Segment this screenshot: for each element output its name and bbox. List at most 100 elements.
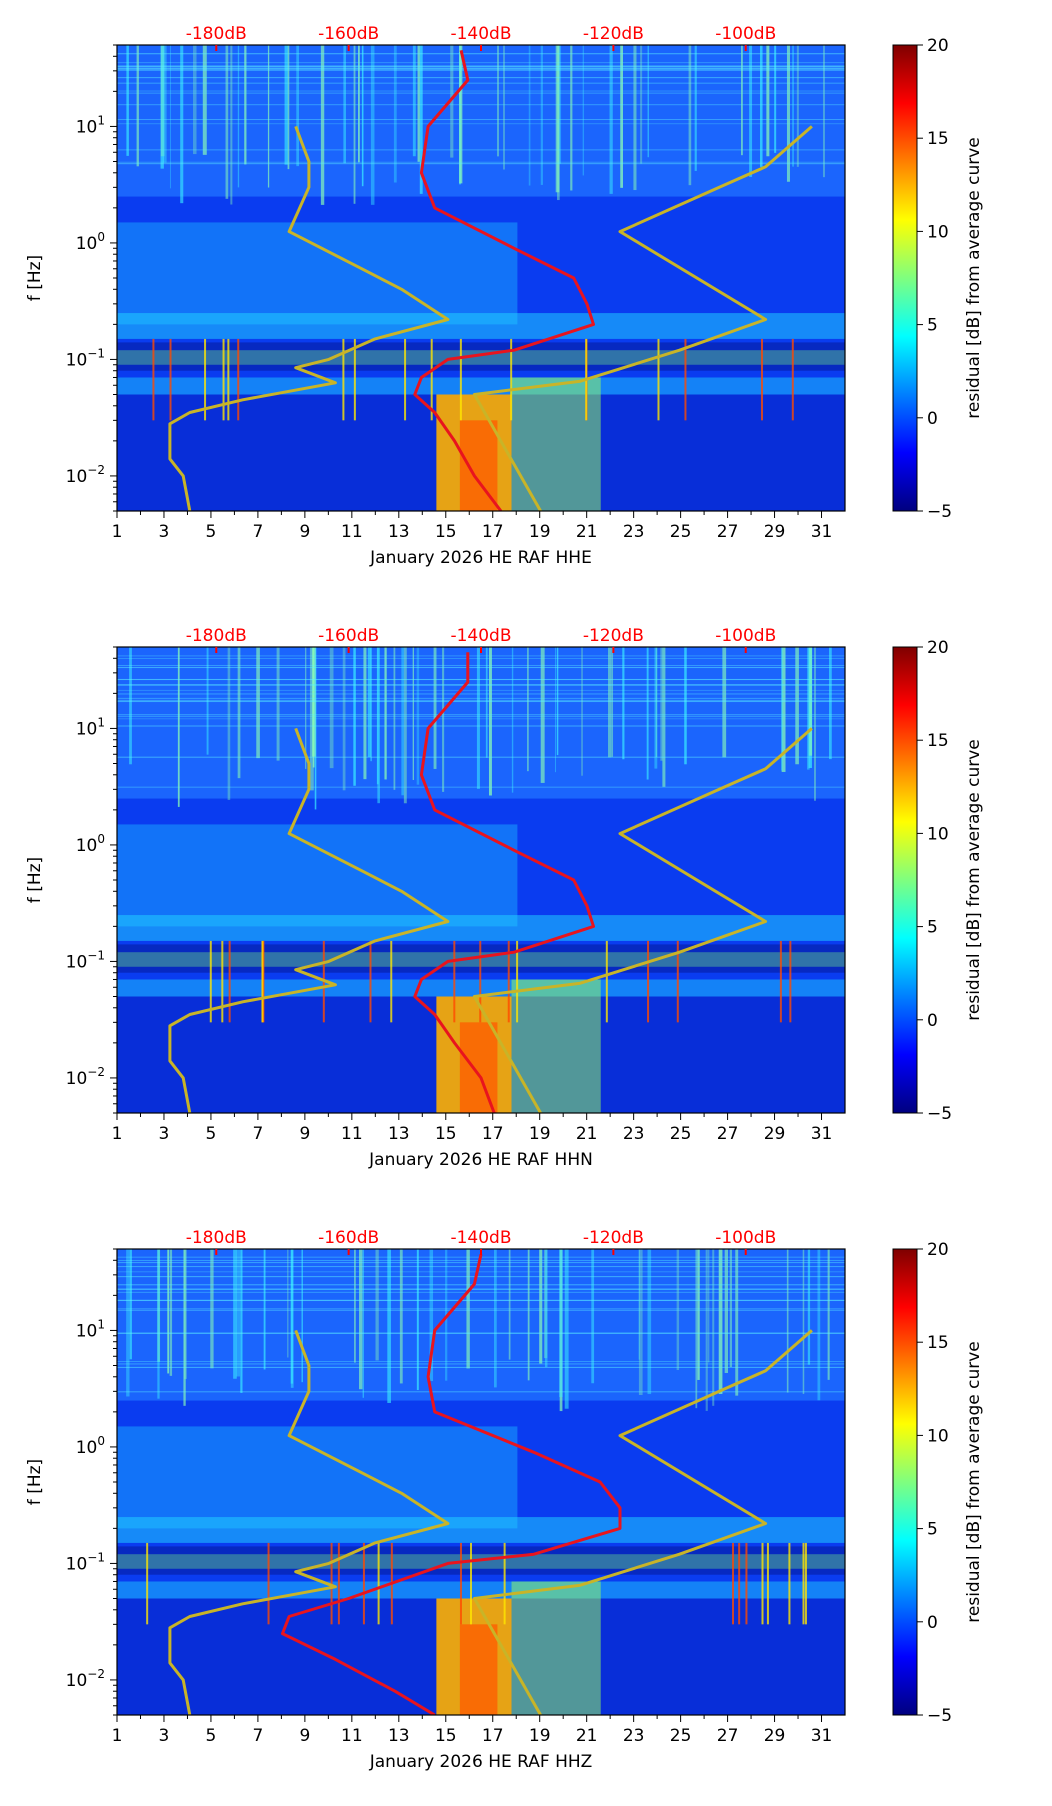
- db-label: -140dB: [450, 626, 511, 646]
- x-tick-label: 23: [623, 1726, 645, 1746]
- series-nlnm: [168, 1329, 450, 1715]
- db-label: -100dB: [715, 24, 776, 44]
- colorbar-tick-label: 0: [927, 409, 938, 429]
- db-label: -160dB: [318, 1228, 379, 1248]
- x-tick-label: 27: [717, 522, 739, 542]
- x-tick-label: 27: [717, 1726, 739, 1746]
- series-nlnm: [168, 125, 450, 511]
- colorbar-tick-label: 5: [927, 1520, 938, 1540]
- y-tick-label: 10−2: [66, 1065, 105, 1089]
- y-axis-label: f [Hz]: [25, 857, 45, 903]
- x-tick-label: 29: [764, 1124, 786, 1144]
- db-label: -140dB: [450, 24, 511, 44]
- x-axis-label: January 2026 HE RAF HHE: [369, 548, 592, 568]
- series-nlnm: [168, 727, 450, 1113]
- x-tick-label: 15: [435, 522, 457, 542]
- y-tick-label: 10−1: [66, 948, 105, 972]
- x-tick-label: 19: [529, 1726, 551, 1746]
- colorbar-tick-label: 5: [927, 316, 938, 336]
- colorbar-tick-label: 10: [927, 222, 949, 242]
- y-tick-label: 100: [76, 230, 105, 254]
- colorbar: [892, 44, 918, 512]
- heatmap-image: [117, 647, 845, 1113]
- x-tick-label: 3: [159, 1124, 170, 1144]
- y-axis-label: f [Hz]: [25, 1459, 45, 1505]
- x-tick-label: 29: [764, 1726, 786, 1746]
- y-tick-label: 101: [76, 113, 105, 137]
- colorbar-tick-label: −5: [927, 1706, 952, 1726]
- x-tick-label: 5: [206, 1726, 217, 1746]
- x-axis-label: January 2026 HE RAF HHZ: [369, 1752, 593, 1772]
- colorbar-tick-label: 15: [927, 1333, 949, 1353]
- colorbar-tick-label: 20: [927, 36, 949, 56]
- x-tick-label: 13: [388, 1124, 410, 1144]
- x-tick-label: 3: [159, 522, 170, 542]
- x-tick-label: 21: [576, 1726, 598, 1746]
- colorbar-tick-label: 10: [927, 824, 949, 844]
- colorbar-label: residual [dB] from average curve: [964, 739, 984, 1020]
- colorbar-tick-label: 15: [927, 731, 949, 751]
- x-tick-label: 17: [482, 522, 504, 542]
- db-label: -100dB: [715, 626, 776, 646]
- x-tick-label: 13: [388, 1726, 410, 1746]
- db-label: -180dB: [186, 1228, 247, 1248]
- x-tick-label: 7: [252, 1726, 263, 1746]
- x-tick-label: 17: [482, 1726, 504, 1746]
- x-tick-label: 15: [435, 1124, 457, 1144]
- x-tick-label: 9: [299, 1124, 310, 1144]
- colorbar-tick-label: −5: [927, 1104, 952, 1124]
- x-tick-label: 1: [112, 1726, 123, 1746]
- colorbar-tick-label: 0: [927, 1011, 938, 1031]
- series-nhnm: [472, 125, 813, 511]
- colorbar-label: residual [dB] from average curve: [964, 137, 984, 418]
- x-tick-label: 5: [206, 1124, 217, 1144]
- series-nhnm: [472, 1329, 813, 1715]
- db-label: -180dB: [186, 24, 247, 44]
- db-label: -160dB: [318, 626, 379, 646]
- x-tick-label: 19: [529, 1124, 551, 1144]
- x-tick-label: 9: [299, 522, 310, 542]
- x-tick-label: 7: [252, 522, 263, 542]
- colorbar-tick-label: 20: [927, 638, 949, 658]
- x-tick-label: 15: [435, 1726, 457, 1746]
- colorbar-label: residual [dB] from average curve: [964, 1341, 984, 1622]
- x-tick-label: 21: [576, 1124, 598, 1144]
- colorbar-tick-label: 0: [927, 1613, 938, 1633]
- x-tick-label: 19: [529, 522, 551, 542]
- db-label: -140dB: [450, 1228, 511, 1248]
- y-tick-label: 10−2: [66, 1667, 105, 1691]
- x-tick-label: 29: [764, 522, 786, 542]
- x-tick-label: 5: [206, 522, 217, 542]
- x-tick-label: 27: [717, 1124, 739, 1144]
- x-tick-label: 23: [623, 522, 645, 542]
- x-tick-label: 25: [670, 522, 692, 542]
- x-tick-label: 1: [112, 1124, 123, 1144]
- db-label: -120dB: [583, 24, 644, 44]
- x-tick-label: 9: [299, 1726, 310, 1746]
- x-axis-label: January 2026 HE RAF HHN: [368, 1150, 593, 1170]
- heatmap-image: [117, 1249, 845, 1715]
- db-label: -100dB: [715, 1228, 776, 1248]
- y-tick-label: 101: [76, 1317, 105, 1341]
- db-label: -120dB: [583, 1228, 644, 1248]
- x-tick-label: 1: [112, 522, 123, 542]
- series-average-psd-curve: [413, 652, 595, 1113]
- x-tick-label: 21: [576, 522, 598, 542]
- x-tick-label: 11: [341, 1726, 363, 1746]
- x-tick-label: 7: [252, 1124, 263, 1144]
- y-tick-label: 10−2: [66, 463, 105, 487]
- heatmap-image: [117, 45, 845, 511]
- colorbar-tick-label: 10: [927, 1426, 949, 1446]
- series-average-psd-curve: [281, 1253, 622, 1715]
- colorbar: [892, 646, 918, 1114]
- y-tick-label: 10−1: [66, 346, 105, 370]
- y-tick-label: 101: [76, 715, 105, 739]
- x-tick-label: 25: [670, 1124, 692, 1144]
- colorbar-tick-label: 20: [927, 1240, 949, 1260]
- db-label: -160dB: [318, 24, 379, 44]
- x-tick-label: 31: [811, 522, 833, 542]
- db-label: -180dB: [186, 626, 247, 646]
